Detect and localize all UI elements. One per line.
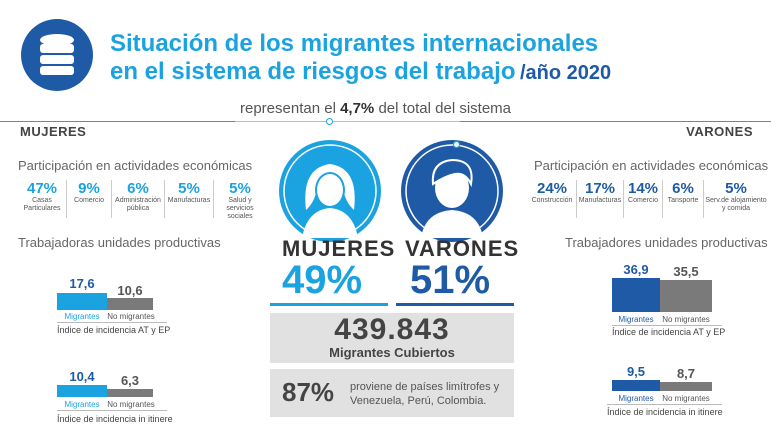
subtitle: representan el 4,7% del total del sistem… <box>240 100 512 117</box>
men-it-migrantes-bar <box>612 380 660 391</box>
women-big-label: MUJERES <box>282 236 396 261</box>
men-it-nomigrantes-bar <box>660 382 712 391</box>
men-at-migrantes-label: Migrantes <box>618 315 654 324</box>
page-title-line1: Situación de los migrantes internacional… <box>110 30 599 57</box>
women-activity-2: 9% Comercio <box>74 180 104 204</box>
origin-pct: 87% <box>282 377 335 407</box>
women-activities: 47% Casas Particulares 9% Comercio 6% Ad… <box>18 180 268 220</box>
men-it-migrantes-label: Migrantes <box>618 394 654 403</box>
center-top-dot-left <box>326 118 333 125</box>
men-activity-5: 5% Serv.de alojamiento y comida <box>705 180 767 212</box>
men-activities: 24% Construcción 17% Manufacturas 14% Co… <box>528 180 768 220</box>
men-it-index-label: Índice de incidencia in itinere <box>607 407 723 417</box>
covered-label: Migrantes Cubiertos <box>329 345 455 360</box>
women-at-nomigrantes-label: No migrantes <box>107 312 155 321</box>
men-at-nomigrantes-value: 35,5 <box>673 264 699 279</box>
woman-icon <box>277 138 383 244</box>
women-it-migrantes-label: Migrantes <box>64 400 100 409</box>
origin-text-1: proviene de países limítrofes y <box>350 381 500 393</box>
page-title-year: /año 2020 <box>519 62 612 84</box>
women-activity-1: 47% Casas Particulares <box>23 180 61 212</box>
header-divider-left <box>0 121 383 122</box>
women-at-migrantes-value: 17,6 <box>69 276 95 291</box>
women-activity-4: 5% Manufacturas <box>167 180 211 204</box>
header-divider-mid <box>235 121 535 122</box>
women-it-nomigrantes-value: 6,3 <box>120 373 140 388</box>
women-at-index-label: Índice de incidencia AT y EP <box>57 325 171 335</box>
women-it-migrantes-value: 10,4 <box>69 369 95 384</box>
women-units-title: Trabajadoras unidades productivas <box>18 235 221 250</box>
women-big-pct: 49% <box>282 258 363 302</box>
men-activity-2: 17% Manufacturas <box>578 180 622 204</box>
page-title-line2: en el sistema de riesgos del trabajo <box>110 58 516 85</box>
men-big-pct: 51% <box>410 258 491 302</box>
man-icon <box>399 138 505 244</box>
women-at-migrantes-label: Migrantes <box>64 312 100 321</box>
men-section-title: VARONES <box>686 124 753 139</box>
center-top-dot-right <box>453 141 460 148</box>
covered-number: 439.843 <box>334 313 450 346</box>
origin-box: 87% proviene de países limítrofes y Vene… <box>270 369 514 417</box>
men-at-migrantes-value: 36,9 <box>623 262 649 277</box>
men-it-nomigrantes-value: 8,7 <box>676 366 696 381</box>
origin-text-2: Venezuela, Perú, Colombia. <box>350 395 487 407</box>
men-units-title: Trabajadores unidades productivas <box>565 235 768 250</box>
men-at-index-label: Índice de incidencia AT y EP <box>612 327 726 337</box>
database-icon <box>20 18 94 92</box>
men-at-nomigrantes-label: No migrantes <box>662 315 710 324</box>
women-at-nomigrantes-value: 10,6 <box>117 283 143 298</box>
women-activities-title: Participación en actividades económicas <box>18 158 253 173</box>
men-activity-4: 6% Tansporte <box>667 180 699 204</box>
women-it-index-label: Índice de incidencia in itinere <box>57 414 173 424</box>
men-at-migrantes-bar <box>612 278 660 312</box>
women-at-migrantes-bar <box>57 293 107 310</box>
men-activities-title: Participación en actividades económicas <box>534 158 769 173</box>
women-activity-3: 6% Administración pública <box>115 180 161 212</box>
men-big-label: VARONES <box>405 236 520 261</box>
covered-box: 439.843 Migrantes Cubiertos <box>270 313 514 363</box>
men-it-migrantes-value: 9,5 <box>626 364 646 379</box>
women-it-nomigrantes-label: No migrantes <box>107 400 155 409</box>
women-it-migrantes-bar <box>57 385 107 397</box>
women-activity-5: 5% Salud y servicios sociales <box>226 180 254 220</box>
men-activity-3: 14% Comercio <box>627 180 659 204</box>
women-it-nomigrantes-bar <box>107 389 153 397</box>
men-at-nomigrantes-bar <box>660 280 712 312</box>
women-section-title: MUJERES <box>20 124 87 139</box>
men-it-nomigrantes-label: No migrantes <box>662 394 710 403</box>
header-divider-right <box>460 121 771 122</box>
men-activity-1: 24% Construcción <box>531 180 573 204</box>
women-at-nomigrantes-bar <box>107 298 153 310</box>
